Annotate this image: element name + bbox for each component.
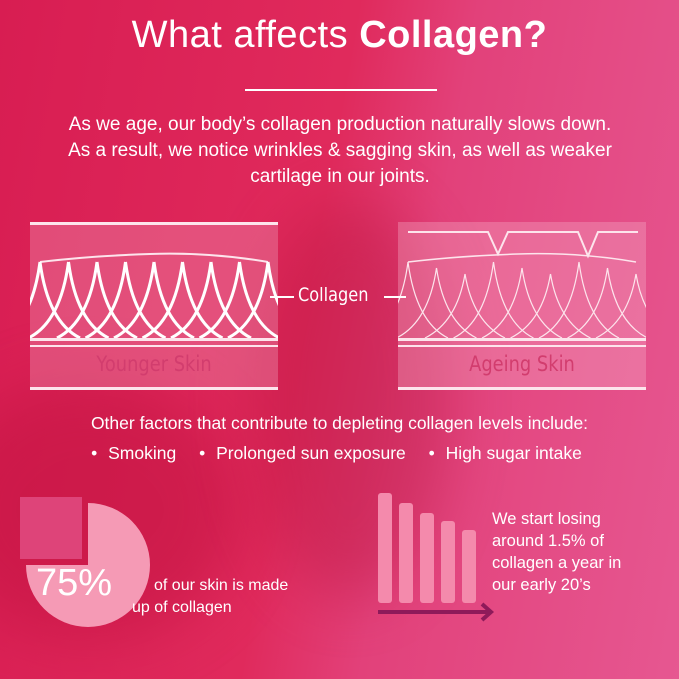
pie-slice-other <box>20 497 82 559</box>
collagen-fibre <box>170 261 213 340</box>
collagen-pointer-left <box>270 296 294 298</box>
collagen-fibre <box>453 261 495 339</box>
collagen-fibre <box>424 273 466 339</box>
collagen-fibre <box>521 267 563 339</box>
collagen-fibre <box>538 261 580 339</box>
collagen-pointer-right <box>384 296 406 298</box>
collagen-fibre <box>407 261 449 339</box>
ageing-skin-label: Ageing Skin <box>469 352 575 376</box>
collagen-fibre <box>549 273 591 339</box>
pie-caption: of our skin is made up of collagen <box>132 577 289 616</box>
collagen-loss-text: We start losing around 1.5% of collagen a … <box>492 510 622 594</box>
page-title: What affects Collagen? <box>131 14 548 56</box>
collagen-fibre <box>510 273 552 339</box>
collagen-fibre <box>27 261 70 340</box>
collagen-fibre <box>481 267 523 339</box>
collagen-fibre <box>396 267 438 339</box>
collagen-pie-chart <box>20 497 150 627</box>
title-divider <box>245 89 437 91</box>
factor-item: • Smoking <box>91 443 177 463</box>
pie-percentage: 75% <box>36 562 113 604</box>
collagen-fibre <box>464 273 506 339</box>
collagen-fibre <box>595 273 637 339</box>
declining-bars-icon <box>378 493 495 622</box>
younger-skin-label: Younger Skin <box>96 352 212 376</box>
collagen-fibre <box>84 261 127 340</box>
collagen-fibre <box>227 261 270 340</box>
younger-skin-illustration <box>0 222 309 390</box>
collagen-label: Collagen <box>298 284 369 306</box>
collagen-fibre <box>56 261 99 340</box>
background-smoke <box>250 200 450 600</box>
pie-slice-collagen <box>26 503 150 627</box>
ageing-skin-diagram: Ageing Skin <box>367 222 677 390</box>
intro-text: As we age, our body’s collagen productio… <box>68 114 612 187</box>
collagen-fibre <box>435 267 477 339</box>
collagen-fibre <box>578 261 620 339</box>
factor-item: • Prolonged sun exposure <box>199 443 406 463</box>
collagen-fibre <box>141 261 184 340</box>
collagen-fibre <box>198 261 241 340</box>
factor-item: • High sugar intake <box>428 443 582 463</box>
collagen-fibre <box>567 267 609 339</box>
younger-skin-diagram: Younger Skin <box>0 222 309 390</box>
factors-heading: Other factors that contribute to depleti… <box>90 413 589 433</box>
collagen-fibre <box>492 261 534 339</box>
factors-list: • Smoking • Prolonged sun exposure • Hig… <box>0 443 679 464</box>
collagen-fibre <box>606 267 648 339</box>
collagen-fibre <box>113 261 156 340</box>
ageing-skin-illustration <box>367 222 677 390</box>
